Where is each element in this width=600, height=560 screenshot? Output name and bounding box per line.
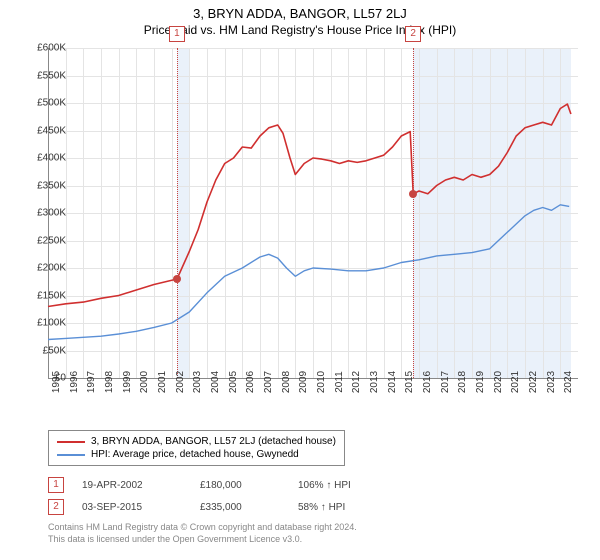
y-axis-label: £50K <box>43 345 66 356</box>
x-axis-label: 2024 <box>563 371 574 393</box>
x-axis-label: 2018 <box>457 371 468 393</box>
legend-item: 3, BRYN ADDA, BANGOR, LL57 2LJ (detached… <box>57 435 336 448</box>
x-axis-label: 1997 <box>86 371 97 393</box>
line-chart-svg <box>48 48 578 378</box>
series-line <box>48 205 569 340</box>
event-dot-icon <box>173 275 181 283</box>
chart-plot-area: 12 <box>48 48 578 378</box>
x-axis-label: 1999 <box>122 371 133 393</box>
legend-label: HPI: Average price, detached house, Gwyn… <box>91 449 299 460</box>
x-axis-label: 2000 <box>139 371 150 393</box>
footer-text: Contains HM Land Registry data © Crown c… <box>48 522 357 545</box>
y-axis-label: £600K <box>37 43 66 54</box>
event-line <box>413 48 414 378</box>
legend-swatch <box>57 441 85 443</box>
x-axis-label: 2014 <box>387 371 398 393</box>
x-axis-label: 2021 <box>510 371 521 393</box>
event-pct: 58% ↑ HPI <box>298 502 388 513</box>
x-axis-label: 1998 <box>104 371 115 393</box>
event-number-icon: 2 <box>405 26 421 42</box>
y-axis-label: £450K <box>37 125 66 136</box>
event-dot-icon <box>409 190 417 198</box>
event-line <box>177 48 178 378</box>
x-axis-label: 2017 <box>440 371 451 393</box>
x-axis-label: 2008 <box>281 371 292 393</box>
event-number-icon: 1 <box>169 26 185 42</box>
x-axis-label: 1995 <box>51 371 62 393</box>
event-row: 1 19-APR-2002 £180,000 106% ↑ HPI <box>48 474 388 496</box>
y-axis-label: £500K <box>37 98 66 109</box>
footer-line: This data is licensed under the Open Gov… <box>48 534 357 546</box>
legend-swatch <box>57 454 85 456</box>
x-axis-label: 2016 <box>422 371 433 393</box>
x-axis-label: 2007 <box>263 371 274 393</box>
x-axis-label: 2005 <box>228 371 239 393</box>
event-marker-icon: 2 <box>48 499 64 515</box>
x-axis-label: 2023 <box>546 371 557 393</box>
x-axis-label: 2001 <box>157 371 168 393</box>
y-axis-label: £100K <box>37 318 66 329</box>
event-pct: 106% ↑ HPI <box>298 480 388 491</box>
legend-label: 3, BRYN ADDA, BANGOR, LL57 2LJ (detached… <box>91 436 336 447</box>
event-date: 03-SEP-2015 <box>82 502 182 513</box>
y-axis-label: £250K <box>37 235 66 246</box>
x-axis-label: 2012 <box>351 371 362 393</box>
chart-subtitle: Price paid vs. HM Land Registry's House … <box>0 21 600 37</box>
event-price: £180,000 <box>200 480 280 491</box>
x-axis-label: 2003 <box>192 371 203 393</box>
y-axis-label: £400K <box>37 153 66 164</box>
y-axis-label: £350K <box>37 180 66 191</box>
x-axis-label: 2009 <box>298 371 309 393</box>
x-axis-label: 2020 <box>493 371 504 393</box>
x-axis-label: 2002 <box>175 371 186 393</box>
chart-container: 3, BRYN ADDA, BANGOR, LL57 2LJ Price pai… <box>0 0 600 560</box>
series-line <box>48 104 571 306</box>
x-axis-label: 2013 <box>369 371 380 393</box>
legend-item: HPI: Average price, detached house, Gwyn… <box>57 448 336 461</box>
event-price: £335,000 <box>200 502 280 513</box>
x-axis-label: 2022 <box>528 371 539 393</box>
x-axis-label: 2019 <box>475 371 486 393</box>
x-axis-label: 1996 <box>69 371 80 393</box>
y-axis-label: £550K <box>37 70 66 81</box>
y-axis-label: £200K <box>37 263 66 274</box>
event-date: 19-APR-2002 <box>82 480 182 491</box>
footer-line: Contains HM Land Registry data © Crown c… <box>48 522 357 534</box>
event-marker-icon: 1 <box>48 477 64 493</box>
x-axis-label: 2015 <box>404 371 415 393</box>
y-axis-label: £150K <box>37 290 66 301</box>
x-axis-label: 2010 <box>316 371 327 393</box>
x-axis-label: 2006 <box>245 371 256 393</box>
events-table: 1 19-APR-2002 £180,000 106% ↑ HPI 2 03-S… <box>48 474 388 518</box>
event-row: 2 03-SEP-2015 £335,000 58% ↑ HPI <box>48 496 388 518</box>
y-axis-label: £300K <box>37 208 66 219</box>
chart-title: 3, BRYN ADDA, BANGOR, LL57 2LJ <box>0 0 600 21</box>
legend: 3, BRYN ADDA, BANGOR, LL57 2LJ (detached… <box>48 430 345 466</box>
x-axis-label: 2011 <box>334 371 345 393</box>
x-axis-label: 2004 <box>210 371 221 393</box>
